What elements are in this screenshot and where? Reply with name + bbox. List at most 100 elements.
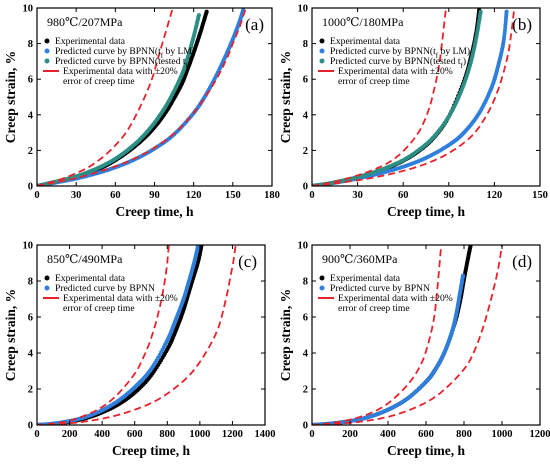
y-tick-label: 4 bbox=[28, 349, 34, 360]
x-tick-label: 120 bbox=[487, 190, 503, 201]
chart-panel-c: 0 200 400 600 800 1000 1200 1400 0 2 4 6 8 10 Creep ti… bbox=[3, 241, 276, 459]
series-line-error-band bbox=[312, 9, 447, 186]
y-tick-label: 2 bbox=[303, 146, 308, 157]
x-tick-label: 1400 bbox=[255, 429, 276, 440]
legend-entry-label: Experimental data with ±20% bbox=[63, 293, 178, 304]
x-axis-title: Creep time, h bbox=[387, 443, 466, 458]
x-tick-label: 0 bbox=[309, 429, 314, 440]
x-axis-title: Creep time, h bbox=[115, 204, 194, 219]
y-tick-label: 8 bbox=[303, 39, 308, 50]
x-tick-label: 30 bbox=[71, 190, 82, 201]
y-axis-title: Creep strain, % bbox=[278, 289, 293, 381]
x-tick-label: 150 bbox=[532, 190, 548, 201]
y-tick-label: 6 bbox=[28, 313, 33, 324]
condition-label: 1000℃/180MPa bbox=[322, 15, 404, 29]
x-tick-label: 0 bbox=[34, 190, 39, 201]
x-tick-label: 1200 bbox=[530, 429, 550, 440]
data-point bbox=[504, 9, 509, 14]
legend-dot bbox=[44, 38, 50, 44]
x-tick-label: 60 bbox=[398, 190, 409, 201]
y-tick-label: 8 bbox=[28, 277, 33, 288]
data-point bbox=[196, 13, 201, 18]
x-tick-label: 400 bbox=[380, 429, 396, 440]
chart-panel-d: 0 200 400 600 800 1000 1200 0 2 4 6 8 10 Creep time, … bbox=[278, 241, 550, 459]
series-line-error-band bbox=[312, 245, 443, 425]
y-tick-label: 6 bbox=[28, 75, 33, 86]
x-tick-label: 200 bbox=[62, 429, 78, 440]
y-tick-label: 10 bbox=[23, 4, 34, 15]
series-1 bbox=[37, 8, 246, 186]
legend-entry-label: Predicted curve by BPNN(tested tf) bbox=[55, 56, 191, 70]
series-1 bbox=[312, 273, 465, 425]
data-point bbox=[204, 9, 209, 14]
legend-entry-label: Predicted curve by BPNN bbox=[55, 283, 155, 294]
x-axis-title: Creep time, h bbox=[387, 204, 466, 219]
panel-label: (c) bbox=[238, 252, 257, 271]
y-axis-title: Creep strain, % bbox=[3, 51, 18, 143]
data-point bbox=[478, 9, 483, 14]
x-tick-label: 600 bbox=[127, 429, 143, 440]
y-tick-label: 4 bbox=[28, 110, 34, 121]
y-tick-label: 0 bbox=[303, 182, 308, 193]
condition-label: 850℃/490MPa bbox=[47, 252, 123, 266]
y-tick-label: 0 bbox=[28, 182, 33, 193]
legend-dot bbox=[319, 275, 325, 281]
series-line-error-band bbox=[37, 245, 237, 425]
y-tick-label: 10 bbox=[298, 4, 309, 15]
series-line-error-band bbox=[37, 245, 170, 425]
x-tick-label: 180 bbox=[264, 190, 280, 201]
x-tick-label: 60 bbox=[110, 190, 121, 201]
x-tick-label: 400 bbox=[94, 429, 110, 440]
x-tick-label: 1000 bbox=[492, 429, 513, 440]
x-tick-label: 120 bbox=[186, 190, 202, 201]
series-line-error-band bbox=[37, 8, 247, 186]
legend-entry-label: Predicted curve by BPNN(tf by LM) bbox=[55, 46, 195, 60]
y-tick-label: 6 bbox=[303, 75, 308, 86]
plot-frame bbox=[311, 7, 541, 187]
legend-dot bbox=[319, 48, 325, 54]
x-tick-label: 90 bbox=[444, 190, 455, 201]
legend-entry-label: Experimental data bbox=[330, 36, 401, 47]
series-line-error-band bbox=[312, 245, 503, 425]
series-0 bbox=[312, 8, 482, 186]
y-tick-label: 8 bbox=[303, 277, 308, 288]
legend-entry-label: Predicted curve by BPNN bbox=[330, 283, 430, 294]
x-tick-label: 200 bbox=[342, 429, 358, 440]
legend-entry-label: error of creep time bbox=[338, 76, 410, 87]
legend-entry-label: Experimental data bbox=[55, 36, 126, 47]
series-0 bbox=[312, 245, 473, 425]
x-tick-label: 800 bbox=[159, 429, 175, 440]
x-tick-label: 800 bbox=[456, 429, 472, 440]
legend-dot bbox=[44, 58, 50, 64]
y-tick-label: 10 bbox=[298, 241, 309, 252]
panel-label: (b) bbox=[512, 15, 532, 34]
legend-entry-label: error of creep time bbox=[338, 303, 410, 314]
legend-entry-label: Experimental data bbox=[55, 273, 126, 284]
x-tick-label: 0 bbox=[34, 429, 39, 440]
condition-label: 900℃/360MPa bbox=[322, 252, 398, 266]
legend-entry-label: Experimental data with ±20% bbox=[63, 66, 178, 77]
data-point bbox=[461, 273, 465, 278]
y-tick-label: 2 bbox=[28, 146, 33, 157]
y-tick-label: 4 bbox=[303, 110, 309, 121]
x-tick-label: 1000 bbox=[189, 429, 210, 440]
x-axis-title: Creep time, h bbox=[112, 443, 191, 458]
x-tick-label: 150 bbox=[225, 190, 241, 201]
y-tick-label: 10 bbox=[23, 241, 34, 252]
legend-entry-label: Predicted curve by BPNN(tf by LM) bbox=[330, 46, 470, 60]
legend-dot bbox=[44, 275, 50, 281]
plot-area bbox=[37, 245, 237, 425]
plot-frame bbox=[36, 244, 266, 426]
legend-entry-label: error of creep time bbox=[63, 303, 135, 314]
legend-dot bbox=[319, 58, 325, 64]
x-tick-label: 90 bbox=[149, 190, 160, 201]
legend-dot bbox=[44, 285, 50, 291]
plot-frame bbox=[311, 244, 541, 426]
plot-area bbox=[312, 245, 503, 425]
x-tick-label: 0 bbox=[309, 190, 314, 201]
data-point bbox=[502, 31, 507, 36]
panel-label: (d) bbox=[512, 252, 532, 271]
